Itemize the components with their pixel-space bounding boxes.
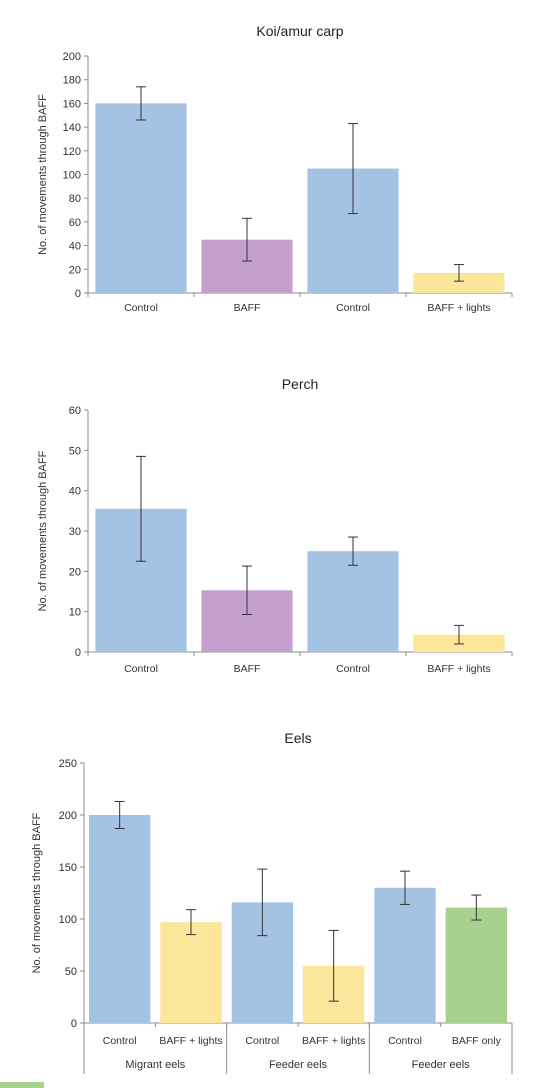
- x-category-label: Control: [245, 1035, 279, 1047]
- y-tick-label: 180: [63, 75, 81, 87]
- y-tick-label: 80: [69, 193, 81, 205]
- x-category-label: BAFF only: [452, 1035, 502, 1047]
- y-tick-label: 120: [63, 146, 81, 158]
- y-tick-label: 0: [75, 288, 81, 300]
- y-tick-label: 100: [63, 170, 81, 182]
- x-group-label: Feeder eels: [269, 1059, 328, 1071]
- y-axis-label: No. of movements through BAFF: [37, 94, 49, 255]
- y-tick-label: 0: [71, 1018, 77, 1030]
- y-tick-label: 30: [69, 526, 81, 538]
- y-tick-label: 60: [69, 217, 81, 229]
- x-category-label: BAFF: [234, 663, 261, 675]
- corner-swatch: [0, 1082, 44, 1088]
- bar: [374, 887, 436, 1023]
- y-tick-label: 140: [63, 122, 81, 134]
- y-tick-label: 40: [69, 486, 81, 498]
- bar: [95, 103, 187, 294]
- x-category-label: BAFF + lights: [302, 1035, 365, 1047]
- bar: [160, 922, 222, 1023]
- bar: [88, 815, 151, 1023]
- y-tick-label: 10: [69, 607, 81, 619]
- y-tick-label: 200: [63, 51, 81, 63]
- chart-eels: Eels No. of movements through BAFF 0 50 100 1…: [31, 730, 513, 1074]
- y-tick-label: 50: [65, 966, 77, 978]
- x-category-label: Control: [388, 1035, 422, 1047]
- bar: [413, 272, 505, 293]
- x-category-label: Control: [336, 663, 370, 675]
- y-tick-label: 200: [59, 810, 77, 822]
- y-tick-label: 20: [69, 264, 81, 276]
- x-category-label: BAFF + lights: [159, 1035, 222, 1047]
- y-axis-label: No. of movements through BAFF: [37, 450, 49, 611]
- y-tick-label: 150: [59, 862, 77, 874]
- y-tick-label: 0: [75, 647, 81, 659]
- chart-koi-amur-carp: Koi/amur carp No. of movements through BA…: [37, 23, 513, 314]
- x-category-label: BAFF + lights: [427, 663, 490, 675]
- y-tick-label: 100: [59, 914, 77, 926]
- x-group-label: Feeder eels: [412, 1059, 471, 1071]
- chart-title: Eels: [284, 730, 311, 746]
- y-axis-label: No. of movements through BAFF: [31, 812, 43, 973]
- bar: [445, 907, 508, 1023]
- bar: [307, 551, 399, 652]
- x-category-label: Control: [103, 1035, 137, 1047]
- y-tick-label: 160: [63, 98, 81, 110]
- x-category-label: Control: [124, 302, 158, 314]
- y-tick-label: 20: [69, 566, 81, 578]
- y-tick-label: 250: [59, 758, 77, 770]
- x-category-label: BAFF: [234, 302, 261, 314]
- y-tick-label: 60: [69, 405, 81, 417]
- x-group-label: Migrant eels: [125, 1059, 185, 1071]
- x-category-label: Control: [336, 302, 370, 314]
- y-tick-label: 50: [69, 445, 81, 457]
- chart-title: Koi/amur carp: [256, 23, 343, 39]
- chart-perch: Perch No. of movements through BAFF 0 10 20 3…: [37, 376, 513, 675]
- x-category-label: Control: [124, 663, 158, 675]
- chart-title: Perch: [282, 376, 319, 392]
- x-category-label: BAFF + lights: [427, 302, 490, 314]
- y-tick-label: 40: [69, 241, 81, 253]
